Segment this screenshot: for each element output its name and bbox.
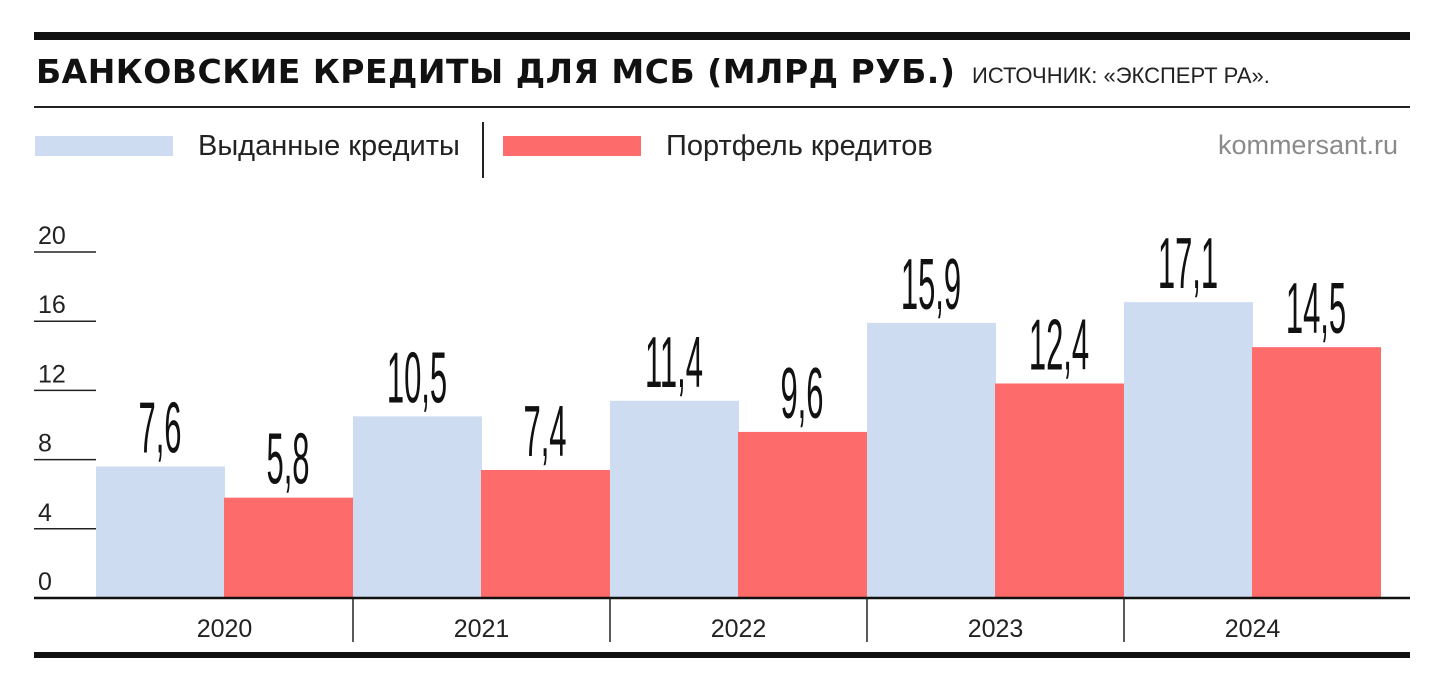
- y-tick-label: 20: [38, 222, 66, 250]
- x-tick-label: 2020: [197, 615, 253, 643]
- data-label: 7,4: [523, 391, 566, 472]
- bar-issued: [96, 466, 225, 598]
- y-tick-label: 4: [38, 499, 52, 527]
- data-label: 11,4: [645, 322, 703, 403]
- header-divider: [34, 106, 1410, 108]
- bar-portfolio: [481, 469, 610, 598]
- legend-label-portfolio: Портфель кредитов: [666, 130, 933, 162]
- bar-portfolio: [1252, 347, 1381, 598]
- bar-issued: [867, 322, 996, 598]
- y-tick-label: 16: [38, 291, 66, 319]
- chart-title: БАНКОВСКИЕ КРЕДИТЫ ДЛЯ МСБ (МЛРД РУБ.): [36, 52, 956, 91]
- data-label: 12,4: [1029, 304, 1089, 385]
- data-label: 7,6: [138, 388, 181, 469]
- data-label: 5,8: [266, 419, 309, 500]
- y-tick-label: 12: [38, 360, 66, 388]
- bar-issued: [353, 416, 482, 598]
- bar-issued: [1124, 302, 1253, 598]
- source-note: ИСТОЧНИК: «ЭКСПЕРТ РА».: [972, 63, 1270, 88]
- x-tick-label: 2022: [711, 615, 767, 643]
- bottom-rule: [34, 652, 1410, 658]
- bar-issued: [610, 400, 739, 598]
- legend-swatch-portfolio: [503, 136, 641, 156]
- legend-swatch-issued: [35, 136, 173, 156]
- site-credit: kommersant.ru: [1217, 130, 1398, 160]
- legend-separator: [482, 122, 484, 178]
- data-label: 17,1: [1158, 223, 1218, 304]
- bar-portfolio: [995, 383, 1124, 598]
- bar-portfolio: [738, 431, 867, 598]
- top-rule: [34, 32, 1410, 40]
- x-tick-label: 2024: [1225, 615, 1281, 643]
- y-tick-label: 8: [38, 430, 52, 458]
- data-label: 10,5: [387, 337, 447, 418]
- x-tick-label: 2021: [454, 615, 510, 643]
- data-label: 15,9: [901, 244, 961, 325]
- bar-portfolio: [224, 497, 353, 598]
- data-label: 9,6: [780, 353, 823, 434]
- y-tick-label: 0: [38, 568, 52, 596]
- data-label: 14,5: [1286, 268, 1346, 349]
- x-tick-label: 2023: [968, 615, 1024, 643]
- legend-label-issued: Выданные кредиты: [198, 130, 460, 162]
